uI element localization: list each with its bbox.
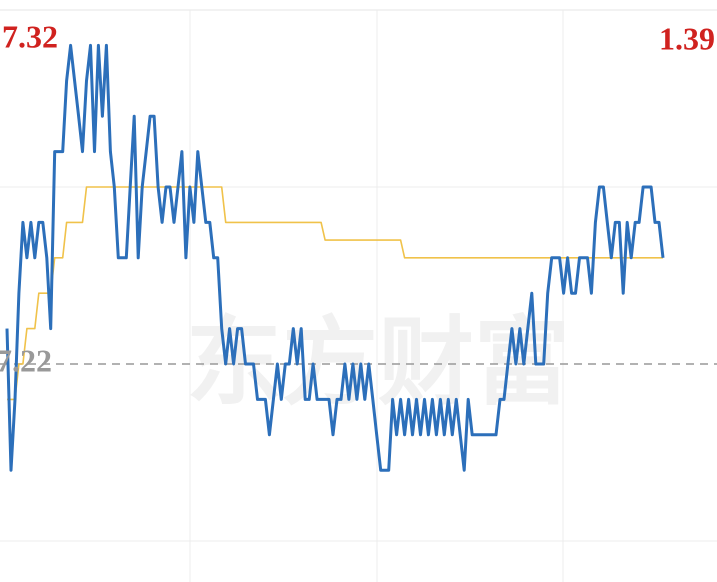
pct-label: 1.39 xyxy=(659,20,715,56)
y-tick-label: 7.22 xyxy=(0,342,52,378)
watermark: 东方财富 xyxy=(186,309,570,416)
y-tick-label: 7.32 xyxy=(2,18,58,54)
plot xyxy=(0,43,717,542)
price-line xyxy=(5,43,665,472)
